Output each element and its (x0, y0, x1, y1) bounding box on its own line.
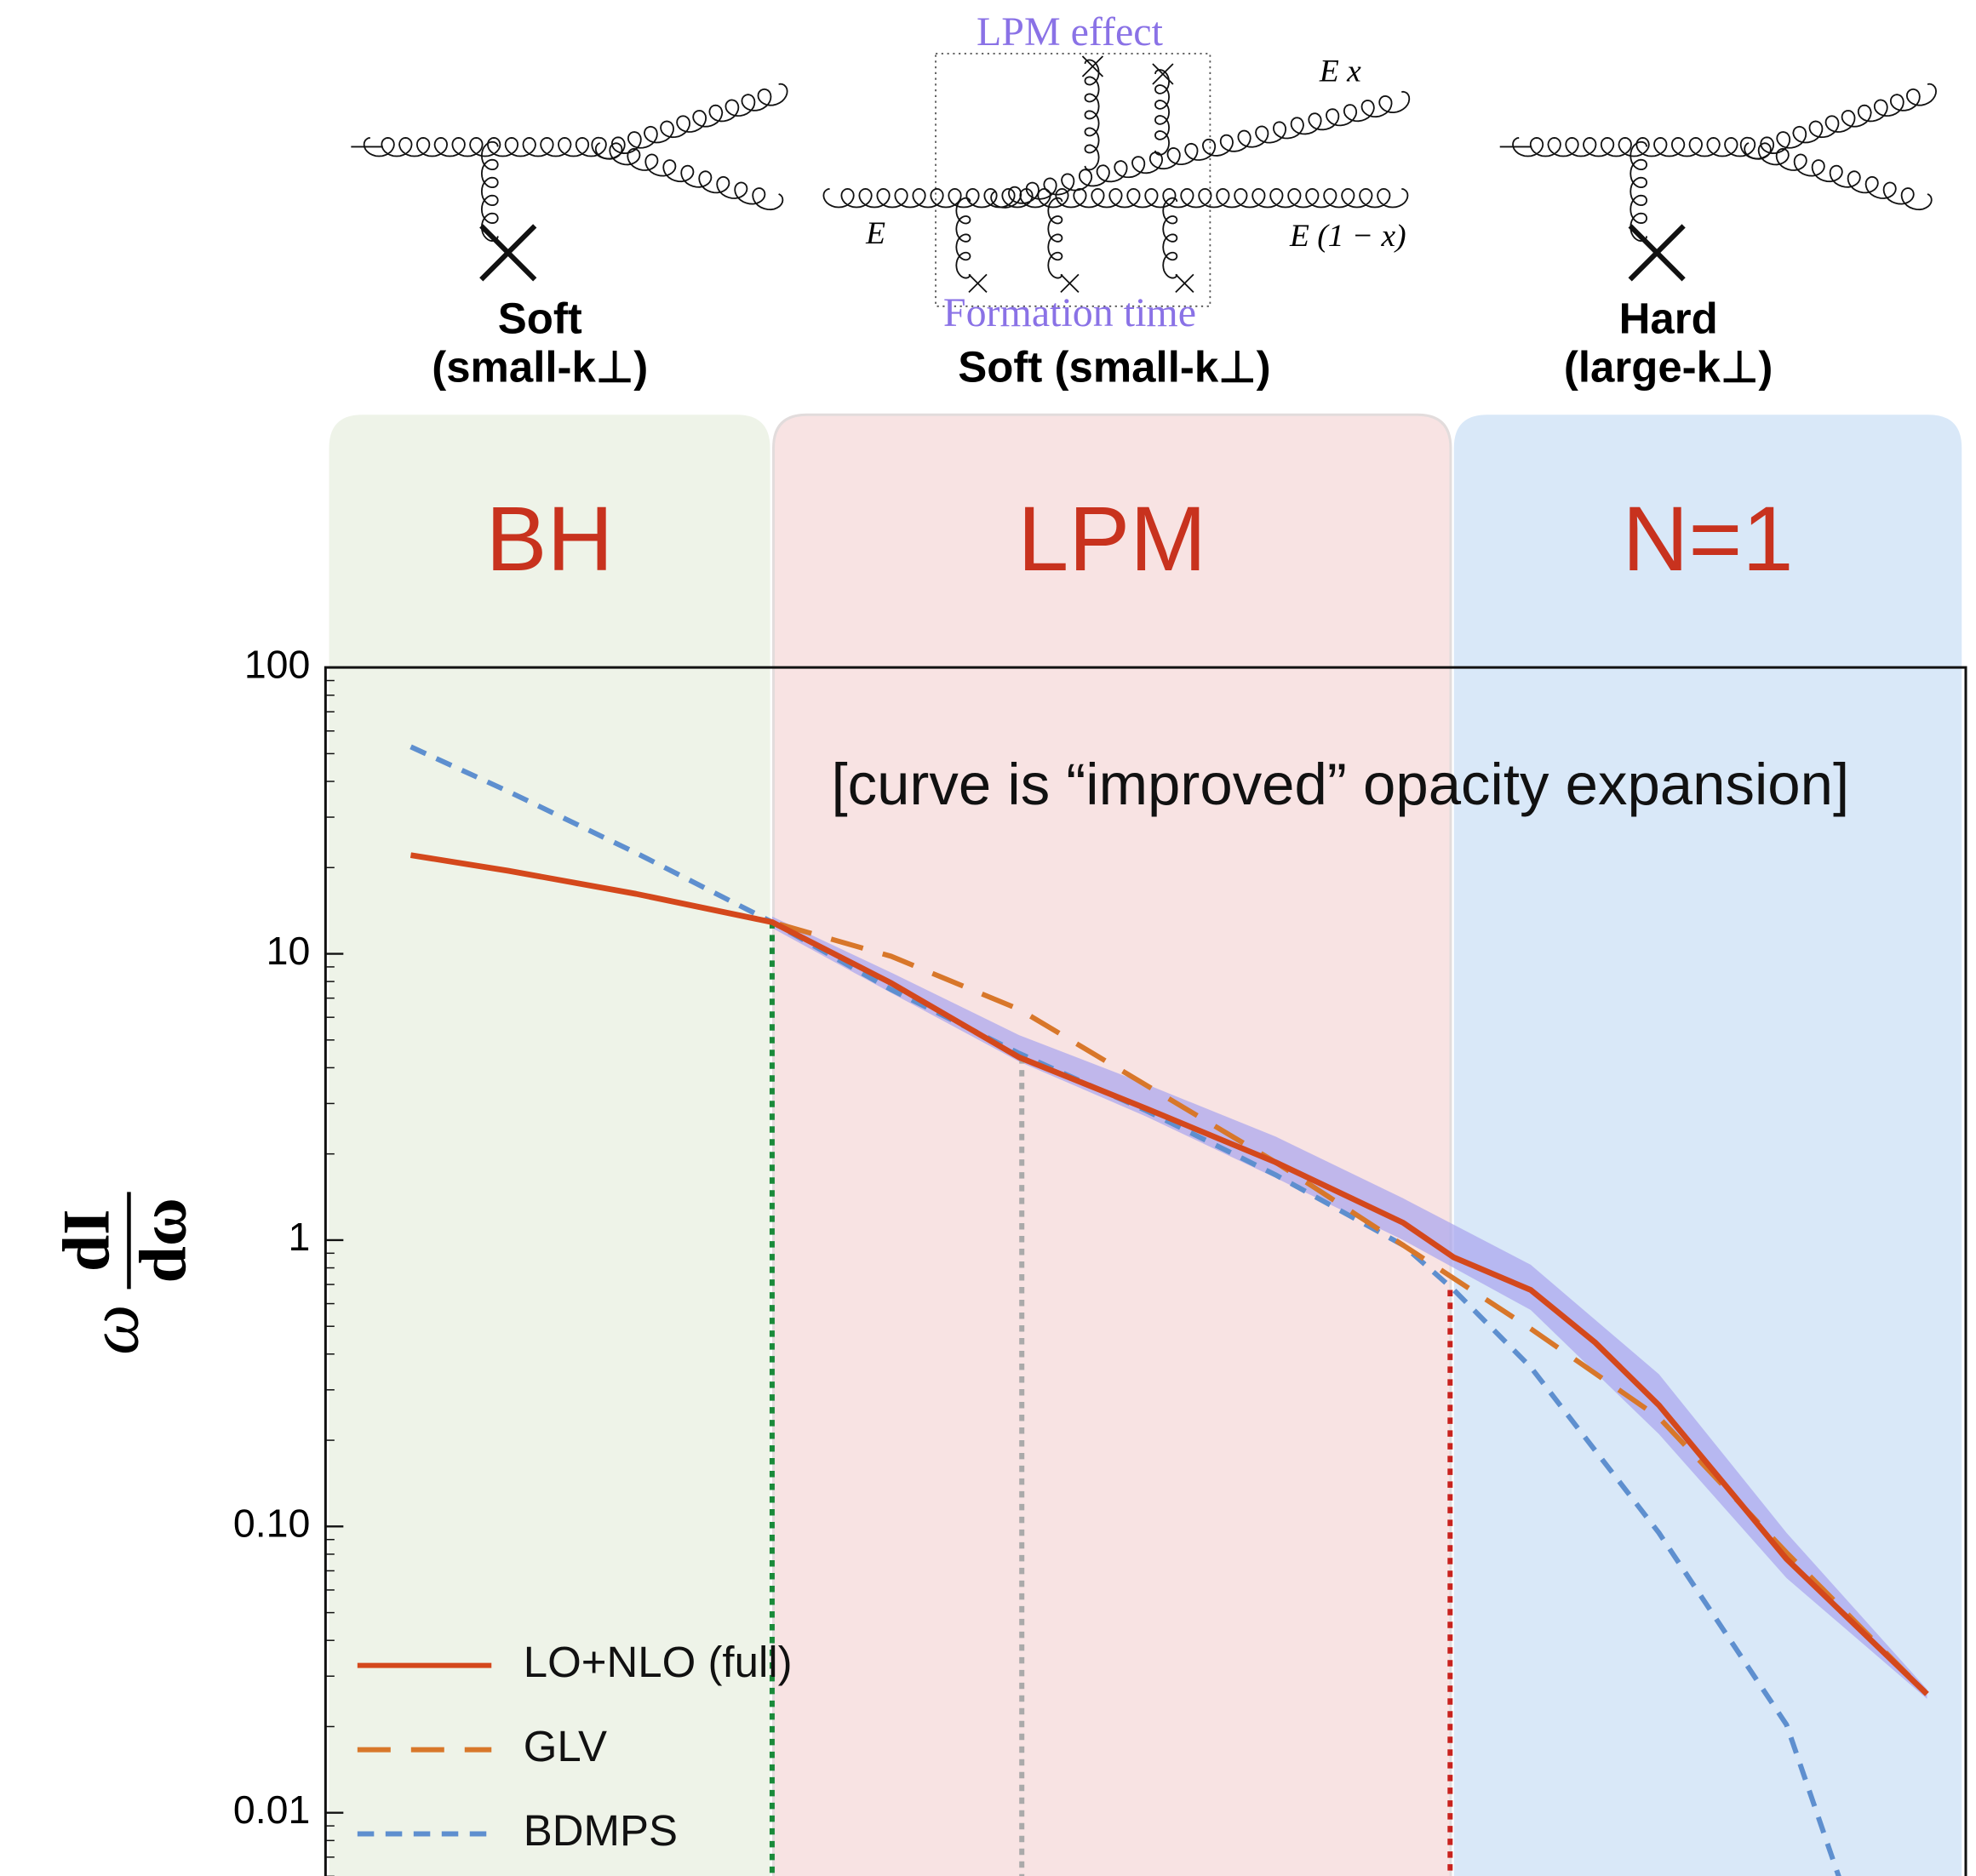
series-line (410, 852, 1929, 1696)
y-tick-label: 1 (289, 1215, 311, 1259)
legend-label: BDMPS (524, 1806, 678, 1855)
region-label: LPM (1017, 487, 1206, 590)
region (1453, 415, 1962, 1876)
cross (968, 273, 988, 293)
gluon (591, 136, 784, 211)
y-tick-label: 100 (244, 642, 311, 686)
gluon (1512, 137, 1756, 157)
left-sublabel: (small-k⊥) (432, 342, 648, 391)
region-label: N=1 (1622, 487, 1793, 590)
y-axis-label: ω dI dω (49, 1192, 199, 1355)
energy-x: E x (1319, 54, 1361, 89)
cross (1081, 55, 1104, 77)
series-line (410, 744, 1841, 1876)
lpm-effect: LPM effect (977, 9, 1164, 54)
gluon (594, 83, 788, 160)
y-tick-label: 10 (266, 929, 311, 973)
gluon (1162, 197, 1178, 279)
diagram-labels: LPM effect Formation time E x E E (1 − x… (432, 9, 1773, 391)
diagrams (351, 53, 1937, 307)
y-tick-label: 0.01 (233, 1787, 310, 1832)
gluon (1739, 136, 1933, 211)
y-tick-label: 0.10 (233, 1501, 310, 1546)
y-label-prefix: ω (75, 1305, 154, 1355)
gluon (1084, 59, 1100, 171)
y-label-numerator: dI (49, 1209, 123, 1272)
gluon (955, 197, 971, 279)
cross (1060, 273, 1080, 293)
axis-frame (324, 666, 1967, 1876)
right-sublabel: (large-k⊥) (1564, 342, 1773, 391)
gluon (990, 90, 1411, 209)
energy-in: E (865, 216, 885, 251)
region (329, 415, 770, 1876)
cross (479, 224, 537, 282)
legend-label: GLV (524, 1722, 607, 1770)
cross (1628, 224, 1686, 282)
formation-box (935, 53, 1211, 307)
middle-label: Soft (small-k⊥) (958, 342, 1270, 391)
energy-rest: E (1 − x) (1289, 219, 1406, 254)
gluon (363, 137, 607, 157)
gluon (1154, 69, 1171, 156)
legend-label: LO+NLO (full) (524, 1638, 793, 1686)
cross (1152, 63, 1174, 85)
region-label: BH (486, 487, 614, 590)
formation-time: Formation time (943, 290, 1196, 335)
right-label: Hard (1619, 294, 1718, 342)
region (772, 413, 1452, 1876)
cross (1175, 273, 1194, 293)
plot: 100 10 1 0.10 0.01 [curve is “improved” opaci… (233, 642, 1967, 1876)
plot-clip (410, 744, 1929, 1876)
regions: BH LPM N=1 (329, 413, 1962, 1876)
gluon (1744, 83, 1937, 160)
left-label: Soft (498, 294, 582, 342)
gluon (822, 187, 1409, 209)
y-label-denominator: dω (126, 1198, 199, 1283)
gluon (480, 140, 499, 242)
annotation: [curve is “improved” opacity expansion] (831, 752, 1849, 817)
gluon (1629, 140, 1648, 242)
gluon (1047, 197, 1063, 279)
